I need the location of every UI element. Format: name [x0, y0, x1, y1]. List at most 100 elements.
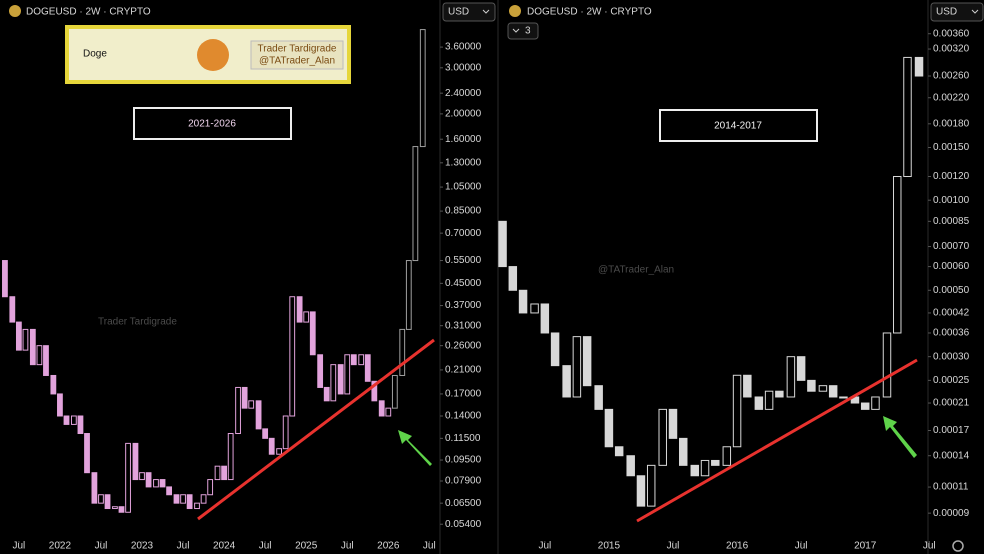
candle-body — [77, 415, 84, 435]
y-tick-label: 2.40000 — [445, 88, 482, 99]
candle-body — [153, 479, 159, 488]
x-tick-label: Jul — [259, 541, 272, 552]
candle-body — [614, 446, 624, 457]
candle-body — [658, 408, 667, 466]
candle-body — [337, 364, 344, 395]
candle-body — [173, 494, 180, 504]
candle-body — [498, 220, 507, 268]
arrow — [883, 416, 917, 458]
candle-body — [796, 356, 806, 381]
logo-icon — [197, 39, 229, 71]
y-tick-label: 0.00050 — [933, 285, 970, 296]
candle-body — [125, 442, 131, 513]
candle-body — [2, 260, 8, 298]
candle-body — [732, 374, 742, 448]
currency[interactable]: USD — [448, 7, 469, 18]
candle-body — [15, 321, 22, 351]
y-tick-label: 0.00030 — [933, 351, 970, 362]
x-tick-label: Jul — [341, 541, 354, 552]
y-tick-label: 0.00180 — [933, 118, 970, 129]
candle-body — [268, 437, 275, 455]
y-tick-label: 0.00036 — [933, 328, 970, 339]
candle-body — [508, 266, 518, 291]
trendline — [636, 358, 918, 523]
candle-body — [604, 408, 614, 448]
logo-handle: @TATrader_Alan — [259, 56, 335, 67]
y-tick-label: 0.45000 — [445, 278, 482, 289]
candle-body — [882, 332, 892, 398]
y-tick-label: 0.26000 — [445, 340, 482, 351]
candle-body — [241, 386, 248, 409]
currency[interactable]: USD — [936, 7, 957, 18]
x-tick-label: Jul — [923, 541, 936, 552]
x-tick-label: 2022 — [49, 541, 72, 552]
candle-body — [303, 311, 310, 323]
candle-body — [711, 459, 720, 466]
y-tick-label: 1.05000 — [445, 182, 482, 193]
candle-body — [679, 437, 688, 466]
candle-body — [668, 408, 678, 439]
indicator-count[interactable]: 3 — [525, 26, 531, 37]
currency-select[interactable] — [442, 2, 496, 22]
x-tick-label: Jul — [423, 541, 436, 552]
chevron — [482, 9, 490, 14]
candle-body — [180, 494, 186, 504]
candle-body — [200, 494, 207, 504]
y-tick-label: 3.00000 — [445, 62, 482, 73]
candle-body — [391, 374, 398, 409]
chevron — [512, 28, 520, 33]
candle-body — [914, 56, 924, 77]
candle-body — [194, 502, 200, 510]
candle-body — [214, 465, 221, 481]
y-tick-label: 0.00070 — [933, 241, 970, 252]
candle-body — [764, 390, 774, 410]
y-tick-label: 0.00100 — [933, 195, 970, 206]
y-tick-label: 2.00000 — [445, 109, 482, 120]
y-tick-label: 0.31000 — [445, 320, 482, 331]
y-tick-label: 0.00014 — [933, 450, 970, 461]
candle-body — [371, 380, 378, 402]
candle-body — [330, 364, 337, 402]
candle-body — [775, 390, 784, 398]
candle-body — [636, 475, 646, 507]
y-tick-label: 0.70000 — [445, 228, 482, 239]
candle-body — [255, 400, 262, 430]
indicator-toggle[interactable] — [507, 22, 539, 40]
candle-body — [145, 472, 152, 488]
candle-body — [405, 260, 412, 330]
candle-body — [562, 365, 571, 398]
candle-body — [722, 446, 732, 466]
candle-body — [828, 385, 838, 398]
y-tick-label: 1.30000 — [445, 157, 482, 168]
candle-body — [594, 385, 603, 410]
x-tick-label: Jul — [12, 541, 25, 552]
candle-body — [893, 176, 902, 334]
y-tick-label: 0.14000 — [445, 411, 482, 422]
candle-body — [166, 486, 172, 496]
chart-title: 2021-2026 — [188, 119, 236, 130]
candle-body — [540, 303, 550, 334]
candle-body — [296, 296, 303, 323]
marks: 3.60000 3.00000 2.40000 2.00000 1.60000 1.300… — [2, 28, 970, 552]
x-tick-label: 2017 — [854, 541, 877, 552]
y-tick-label: 0.00320 — [933, 44, 970, 55]
symbol: DOGEUSD · 2W · CRYPTO — [527, 7, 652, 18]
y-tick-label: 0.00011 — [933, 482, 969, 493]
candle-body — [84, 433, 90, 474]
candle-body — [43, 345, 49, 376]
y-tick-label: 0.05400 — [445, 519, 482, 530]
x-tick-label: 2023 — [131, 541, 154, 552]
currency-select[interactable] — [930, 2, 984, 22]
y-tick-label: 0.00360 — [933, 28, 970, 39]
chart-title: 2014-2017 — [714, 121, 762, 132]
logo-author: Trader Tardigrade — [258, 44, 337, 55]
settings-icon[interactable] — [952, 540, 964, 552]
candle-body — [626, 455, 635, 477]
candle-body — [572, 336, 582, 398]
y-tick-label: 0.00009 — [933, 508, 970, 519]
candle-body — [903, 56, 912, 178]
candle-body — [50, 374, 57, 395]
y-tick-label: 0.17000 — [445, 389, 482, 400]
